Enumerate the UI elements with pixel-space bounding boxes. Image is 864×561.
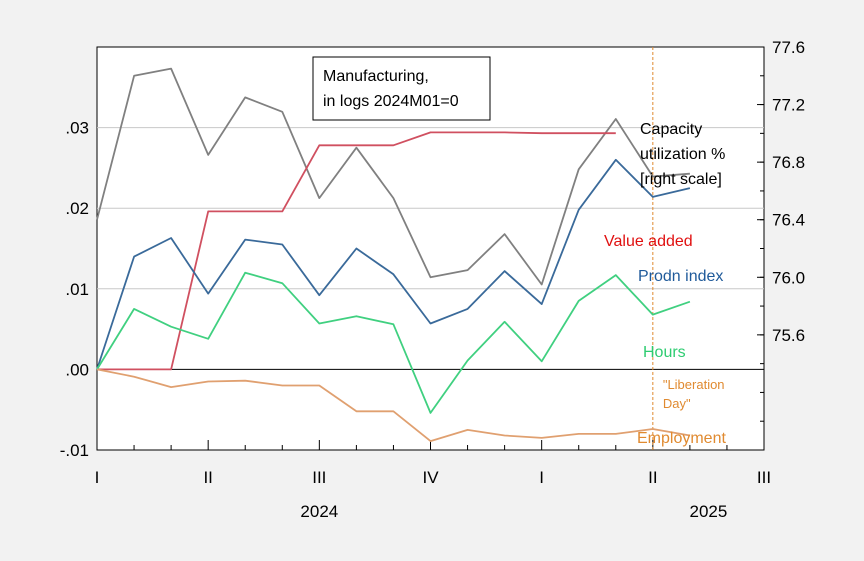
right-tick-label: 76.0 [772,268,805,287]
x-quarter-label: III [312,468,326,487]
x-quarter-label: II [648,468,657,487]
annotation-liberation-day: "Liberation Day" [652,47,725,450]
right-tick-label: 75.6 [772,326,805,345]
left-tick-label: -.01 [60,441,89,460]
series-line [96,368,691,443]
annotation-text: Day" [663,396,691,411]
hours-label: Hours [643,344,686,361]
right-tick-label: 76.8 [772,153,805,172]
employment-label: Employment [637,430,726,447]
title-line-1: Manufacturing, [323,68,429,85]
left-tick-label: .03 [65,119,89,138]
capacity-utilization-label: Capacity [640,121,702,138]
series-line [96,158,691,370]
series-line [96,271,691,414]
series-lines [96,67,691,443]
right-tick-label: 77.2 [772,96,805,115]
right-tick-label: 77.6 [772,38,805,57]
x-year-label: 2024 [300,502,338,521]
left-tick-label: .01 [65,280,89,299]
x-quarter-label: II [203,468,212,487]
series-labels: Capacity utilization % [right scale] Value … [604,121,726,447]
capacity-utilization-label: [right scale] [640,171,722,188]
left-axis: .03 .02 .01 .00 -.01 [60,119,89,460]
annotation-text: "Liberation [663,377,725,392]
value-added-label: Value added [604,233,693,250]
x-quarter-label: I [539,468,544,487]
left-tick-label: .02 [65,199,89,218]
capacity-utilization-label: utilization % [640,146,725,163]
series-line [96,67,690,286]
x-quarter-label: IV [422,468,439,487]
left-tick-label: .00 [65,360,89,379]
series-line [97,131,616,371]
right-tick-label: 76.4 [772,211,805,230]
title-box: Manufacturing, in logs 2024M01=0 [312,56,491,121]
x-quarter-label: III [757,468,771,487]
x-year-label: 2025 [690,502,728,521]
prodn-index-label: Prodn index [638,268,723,285]
title-line-2: in logs 2024M01=0 [323,93,459,110]
x-quarter-label: I [95,468,100,487]
right-axis: 77.6 77.2 76.8 76.4 76.0 75.6 [757,38,805,451]
